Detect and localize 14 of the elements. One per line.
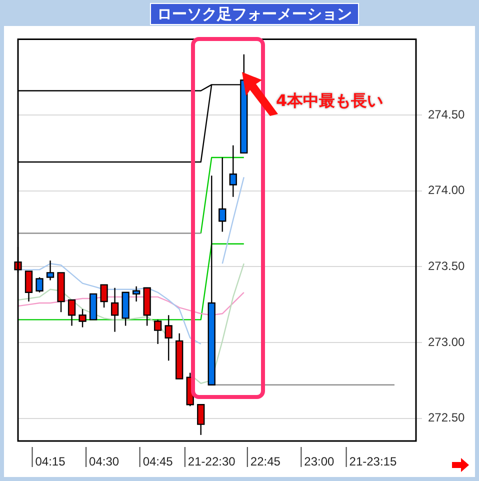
x-tick-label: 21-23:15: [349, 454, 397, 469]
y-tick-label: 274.50: [428, 107, 466, 122]
x-tick-label: 04:15: [35, 454, 66, 469]
x-tick-label: 04:30: [89, 454, 120, 469]
y-tick-label: 274.00: [428, 183, 466, 198]
x-tick-label: 04:45: [142, 454, 174, 469]
y-tick-label: 273.00: [428, 334, 466, 349]
y-tick-label: 273.50: [428, 258, 466, 273]
x-tick-label: 23:00: [304, 454, 335, 469]
x-tick-label: 21-22:30: [188, 454, 236, 469]
x-tick-label: 22:45: [250, 454, 281, 469]
annotation: 4本中最も長い: [276, 91, 384, 110]
chart-title: ローソク足フォーメーション: [150, 3, 359, 25]
y-tick-label: 272.50: [428, 410, 466, 425]
